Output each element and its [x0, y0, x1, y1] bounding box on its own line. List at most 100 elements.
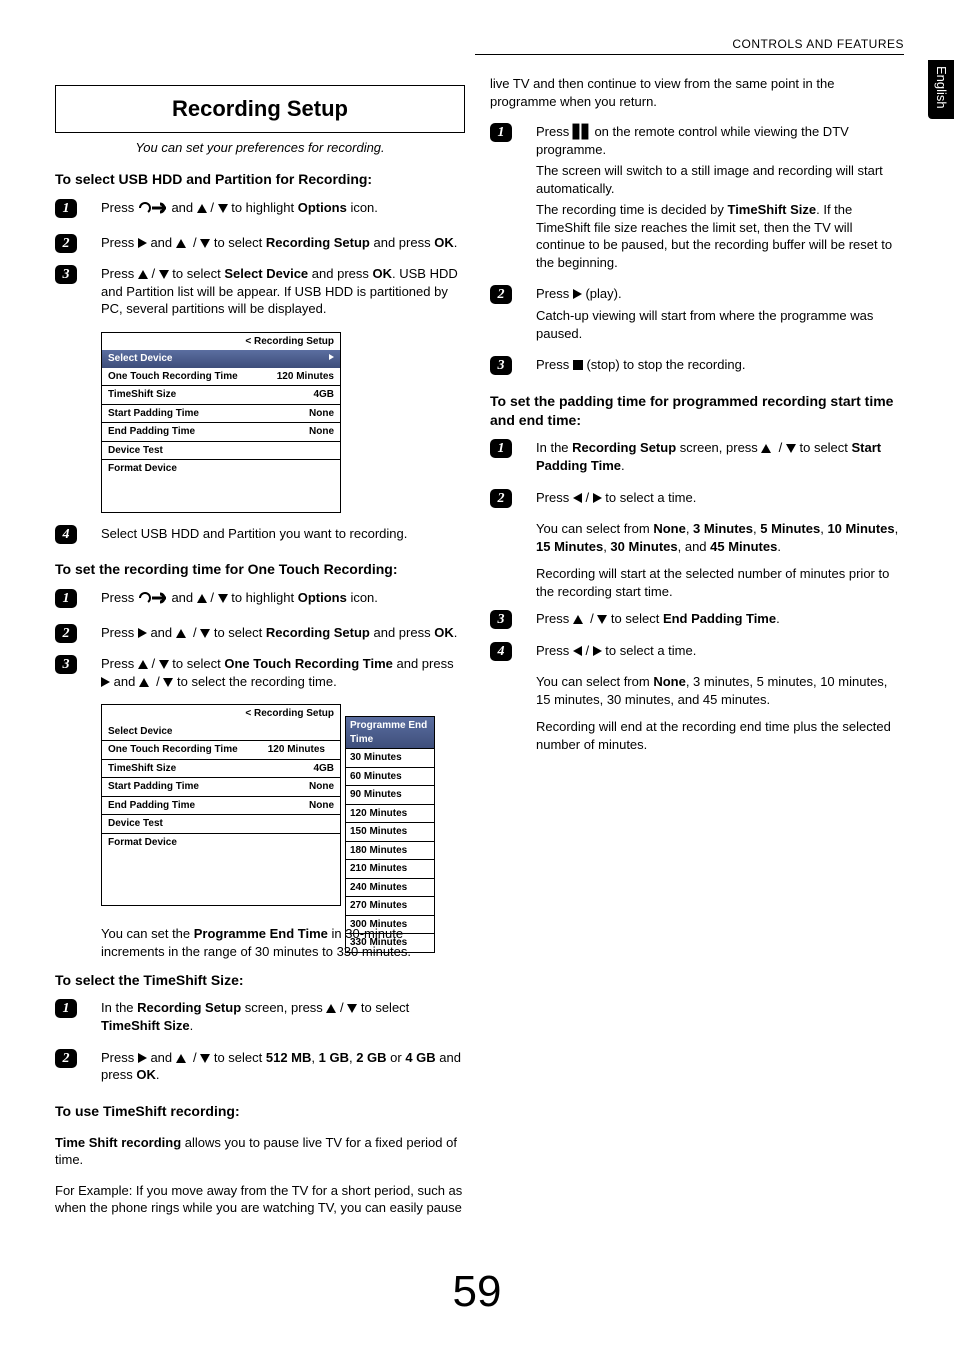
sub4-step1: 1 Press ▋▋ on the remote control while v… [490, 123, 900, 275]
left-icon [573, 493, 582, 503]
t: 1 GB [319, 1050, 349, 1065]
c: Select Device [102, 723, 256, 741]
up-icon [197, 204, 207, 213]
sub5-note2: Recording will start at the selected num… [536, 565, 900, 600]
c [262, 441, 341, 460]
list-item: 30 Minutes [346, 749, 435, 768]
list-item: 210 Minutes [346, 860, 435, 879]
t: 300 Minutes [346, 915, 435, 934]
right-icon [101, 677, 110, 687]
up-icon [326, 1004, 336, 1013]
t: TimeShift Size [101, 1018, 190, 1033]
t: Press [536, 490, 573, 505]
sub1-step2: 2 Press and / to select Recording Setup … [55, 234, 465, 256]
c [262, 350, 341, 368]
c: Start Padding Time [102, 404, 262, 423]
t: None [653, 674, 686, 689]
c: TimeShift Size [102, 386, 262, 405]
list-item: 330 Minutes [346, 934, 435, 953]
t: The recording time is decided by [536, 202, 727, 217]
t: , [686, 521, 693, 536]
t: to select [796, 440, 852, 455]
right-icon [593, 493, 602, 503]
step-number-icon: 3 [55, 265, 77, 284]
t: icon. [347, 590, 378, 605]
sub1-step4: 4 Select USB HDD and Partition you want … [55, 525, 465, 547]
page-header: CONTROLS AND FEATURES [475, 36, 904, 55]
page-number: 59 [0, 1262, 954, 1321]
c [255, 833, 340, 851]
table-row: Select Device [102, 350, 341, 368]
t: . [454, 235, 458, 250]
t: Options [298, 590, 347, 605]
up-icon [176, 629, 186, 638]
c: None [262, 423, 341, 442]
table-row: One Touch Recording Time120 Minutes [102, 741, 341, 760]
sub4-step3: 3 Press (stop) to stop the recording. [490, 356, 900, 378]
step-number-icon: 1 [55, 199, 77, 218]
sub5-step4: 4 Press / to select a time. [490, 642, 900, 664]
down-icon [159, 270, 169, 279]
c: None [262, 404, 341, 423]
right-icon [138, 1053, 147, 1063]
t: to select a time. [602, 643, 697, 658]
down-icon [218, 204, 228, 213]
combo-table: < Recording Setup Select Device One Touc… [101, 704, 465, 919]
t: . [190, 1018, 194, 1033]
step-number-icon: 1 [490, 439, 512, 458]
t: 45 Minutes [710, 539, 777, 554]
t: to select the recording time. [173, 674, 336, 689]
down-icon [159, 660, 169, 669]
left-icon [573, 646, 582, 656]
sub5-note1: You can select from None, 3 Minutes, 5 M… [536, 520, 900, 555]
c: None [255, 796, 340, 815]
t: The screen will switch to a still image … [536, 162, 900, 197]
t: to highlight [228, 590, 298, 605]
c [262, 460, 341, 478]
t: Recording will end at the recording end … [536, 718, 900, 753]
c: One Touch Recording Time [102, 741, 256, 760]
t: Press [101, 625, 138, 640]
table-row: Select Device [102, 723, 341, 741]
list-item: 300 Minutes [346, 915, 435, 934]
table-row: Device Test [102, 815, 341, 834]
t: . [776, 611, 780, 626]
step-number-icon: 2 [55, 1049, 77, 1068]
sub5-heading: To set the padding time for programmed r… [490, 392, 900, 430]
t: and press [308, 266, 372, 281]
c: Start Padding Time [102, 778, 256, 797]
table-row: End Padding TimeNone [102, 423, 341, 442]
list-item: 60 Minutes [346, 767, 435, 786]
step-number-icon: 1 [490, 123, 512, 142]
t: to highlight [228, 200, 298, 215]
step-text: Press / to select One Touch Recording Ti… [101, 655, 465, 694]
t: In the [101, 1000, 137, 1015]
t: Press [536, 643, 573, 658]
step-number-icon: 2 [490, 489, 512, 508]
step-text: In the Recording Setup screen, press / t… [536, 439, 900, 478]
c: 120 Minutes [262, 368, 341, 386]
t: Recording Setup [572, 440, 676, 455]
page-content: Recording Setup You can set your prefere… [55, 75, 900, 1230]
step-number-icon: 2 [490, 285, 512, 304]
list-item: 240 Minutes [346, 878, 435, 897]
play-icon [573, 289, 582, 299]
t: Options [298, 200, 347, 215]
t: Select USB HDD and Partition you want to… [101, 525, 465, 543]
up-icon [139, 678, 149, 687]
table-row: Format Device [102, 460, 341, 478]
t: 210 Minutes [346, 860, 435, 879]
step-text: Press and / to select Recording Setup an… [101, 624, 465, 646]
t: (play). [582, 286, 622, 301]
table-row: Format Device [102, 833, 341, 851]
pause-icon: ▋▋ [573, 123, 591, 141]
t: Programme End Time [346, 717, 435, 749]
t: You can select from [536, 674, 653, 689]
t: to select [210, 625, 266, 640]
pad [102, 478, 341, 513]
c: One Touch Recording Time [102, 368, 262, 386]
t: 90 Minutes [346, 786, 435, 805]
t: Press [101, 1050, 138, 1065]
t: 330 Minutes [346, 934, 435, 953]
step-number-icon: 3 [55, 655, 77, 674]
